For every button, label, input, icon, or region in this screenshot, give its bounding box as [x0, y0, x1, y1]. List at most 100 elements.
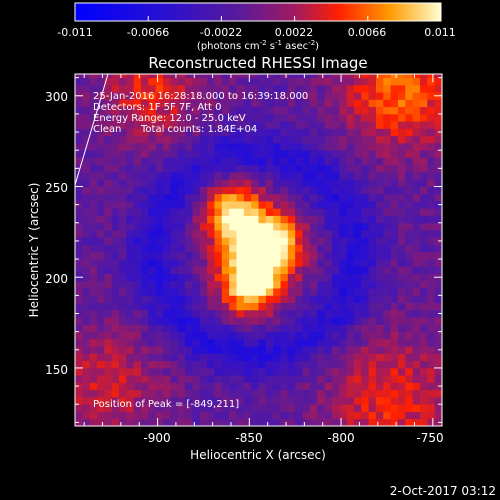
heatmap-cell	[317, 150, 325, 158]
heatmap-cell	[207, 317, 215, 325]
heatmap-cell	[383, 411, 392, 420]
heatmap-cell	[155, 142, 164, 151]
heatmap-cell	[229, 324, 237, 333]
heatmap-cell	[97, 331, 105, 340]
heatmap-cell	[75, 77, 83, 86]
heatmap-cell	[339, 150, 347, 158]
heatmap-cell	[353, 375, 362, 383]
heatmap-cell	[346, 244, 355, 253]
heatmap-cell	[427, 244, 436, 253]
heatmap-cell	[141, 266, 149, 274]
heatmap-cell	[265, 259, 274, 267]
heatmap-cell	[324, 215, 333, 224]
heatmap-cell	[302, 164, 311, 173]
heatmap-cell	[221, 317, 230, 325]
heatmap-cell	[390, 92, 399, 100]
heatmap-cell	[427, 135, 436, 144]
heatmap-cell	[309, 338, 318, 347]
heatmap-cell	[331, 338, 340, 347]
heatmap-cell	[170, 259, 179, 267]
heatmap-cell	[273, 92, 281, 100]
heatmap-cell	[383, 302, 392, 311]
heatmap-cell	[302, 338, 311, 347]
heatmap-cell	[251, 302, 259, 311]
heatmap-cell	[119, 389, 127, 398]
heatmap-cell	[295, 99, 303, 108]
heatmap-cell	[390, 411, 399, 420]
heatmap-cell	[75, 295, 83, 304]
heatmap-cell	[185, 302, 193, 311]
heatmap-cell	[324, 106, 333, 115]
heatmap-cell	[397, 230, 406, 238]
heatmap-cell	[104, 77, 113, 86]
heatmap-cell	[427, 201, 436, 209]
heatmap-cell	[199, 288, 208, 296]
heatmap-cell	[273, 353, 281, 362]
heatmap-cell	[361, 179, 369, 187]
heatmap-cell	[199, 367, 208, 376]
heatmap-cell	[434, 324, 442, 333]
heatmap-cell	[82, 295, 91, 304]
heatmap-cell	[427, 142, 436, 151]
heatmap-cell	[339, 317, 347, 325]
heatmap-cell	[104, 404, 113, 412]
heatmap-cell	[75, 324, 83, 333]
heatmap-cell	[126, 295, 135, 304]
heatmap-cell	[155, 113, 164, 122]
heatmap-cell	[207, 251, 215, 260]
heatmap-cell	[251, 375, 259, 383]
heatmap-cell	[353, 302, 362, 311]
heatmap-cell	[412, 113, 421, 122]
heatmap-cell	[251, 280, 259, 289]
heatmap-cell	[375, 251, 384, 260]
heatmap-cell	[405, 338, 414, 347]
heatmap-cell	[163, 324, 171, 333]
heatmap-cell	[243, 360, 252, 369]
heatmap-cell	[427, 266, 436, 274]
heatmap-cell	[214, 128, 223, 137]
heatmap-cell	[148, 411, 157, 420]
heatmap-cell	[119, 201, 127, 209]
heatmap-cell	[251, 222, 259, 231]
heatmap-cell	[324, 389, 333, 398]
heatmap-cell	[207, 193, 215, 202]
heatmap-cell	[331, 317, 340, 325]
heatmap-cell	[331, 295, 340, 304]
heatmap-cell	[199, 389, 208, 398]
heatmap-cell	[317, 280, 325, 289]
heatmap-cell	[251, 324, 259, 333]
heatmap-cell	[273, 317, 281, 325]
heatmap-cell	[89, 266, 98, 274]
heatmap-cell	[119, 288, 127, 296]
heatmap-cell	[434, 266, 442, 274]
heatmap-cell	[434, 77, 442, 86]
heatmap-cell	[339, 142, 347, 151]
heatmap-cell	[236, 411, 245, 420]
heatmap-cell	[397, 142, 406, 151]
heatmap-cell	[126, 77, 135, 86]
heatmap-cell	[214, 331, 223, 340]
heatmap-cell	[97, 150, 105, 158]
heatmap-cell	[346, 215, 355, 224]
heatmap-cell	[104, 273, 113, 282]
heatmap-cell	[434, 222, 442, 231]
heatmap-cell	[185, 179, 193, 187]
heatmap-cell	[177, 411, 186, 420]
heatmap-cell	[126, 113, 135, 122]
heatmap-cell	[192, 230, 201, 238]
heatmap-cell	[302, 135, 311, 144]
heatmap-cell	[280, 295, 289, 304]
heatmap-cell	[412, 237, 421, 245]
heatmap-cell	[427, 77, 436, 86]
heatmap-cell	[141, 186, 149, 195]
heatmap-cell	[317, 142, 325, 151]
heatmap-cell	[361, 418, 369, 426]
heatmap-cell	[214, 121, 223, 129]
heatmap-cell	[221, 135, 230, 144]
heatmap-cell	[177, 193, 186, 202]
heatmap-cell	[368, 222, 377, 231]
heatmap-cell	[236, 273, 245, 282]
heatmap-cell	[302, 244, 311, 253]
heatmap-cell	[309, 244, 318, 253]
heatmap-cell	[104, 106, 113, 115]
